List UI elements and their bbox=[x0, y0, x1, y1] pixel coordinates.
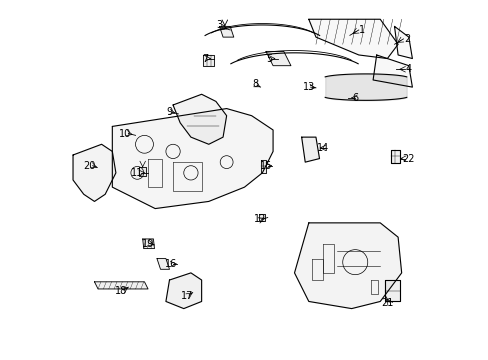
Text: 7: 7 bbox=[202, 54, 208, 64]
Polygon shape bbox=[308, 19, 397, 59]
Text: 18: 18 bbox=[115, 286, 127, 296]
Polygon shape bbox=[112, 109, 272, 208]
Text: 1: 1 bbox=[359, 25, 365, 35]
Text: 4: 4 bbox=[405, 64, 411, 74]
Text: 2: 2 bbox=[403, 34, 409, 44]
Polygon shape bbox=[73, 144, 116, 202]
Polygon shape bbox=[173, 94, 226, 144]
Polygon shape bbox=[394, 26, 411, 59]
Text: 3: 3 bbox=[216, 19, 222, 30]
Text: 11: 11 bbox=[131, 168, 143, 178]
Polygon shape bbox=[203, 55, 214, 66]
Text: 17: 17 bbox=[181, 291, 193, 301]
Polygon shape bbox=[390, 150, 399, 163]
Polygon shape bbox=[165, 273, 201, 309]
Polygon shape bbox=[94, 282, 148, 289]
Polygon shape bbox=[372, 55, 411, 87]
Text: 19: 19 bbox=[142, 239, 154, 249]
Polygon shape bbox=[258, 214, 264, 221]
Text: 8: 8 bbox=[252, 78, 258, 89]
Text: 15: 15 bbox=[259, 161, 271, 171]
Text: 14: 14 bbox=[316, 143, 328, 153]
Polygon shape bbox=[265, 51, 290, 66]
Text: 13: 13 bbox=[302, 82, 314, 92]
Text: 12: 12 bbox=[254, 214, 266, 224]
Text: 22: 22 bbox=[402, 154, 414, 163]
Polygon shape bbox=[260, 160, 265, 173]
Text: 9: 9 bbox=[166, 107, 172, 117]
Text: 10: 10 bbox=[119, 129, 131, 139]
Text: 6: 6 bbox=[351, 93, 358, 103]
Text: 5: 5 bbox=[266, 54, 272, 64]
Polygon shape bbox=[157, 258, 169, 269]
Text: 20: 20 bbox=[83, 161, 95, 171]
Polygon shape bbox=[294, 223, 401, 309]
Polygon shape bbox=[142, 239, 154, 249]
Polygon shape bbox=[301, 137, 319, 162]
Text: 21: 21 bbox=[381, 298, 393, 308]
Polygon shape bbox=[384, 280, 399, 301]
Polygon shape bbox=[139, 167, 146, 176]
Polygon shape bbox=[219, 26, 233, 37]
Text: 16: 16 bbox=[165, 259, 177, 269]
